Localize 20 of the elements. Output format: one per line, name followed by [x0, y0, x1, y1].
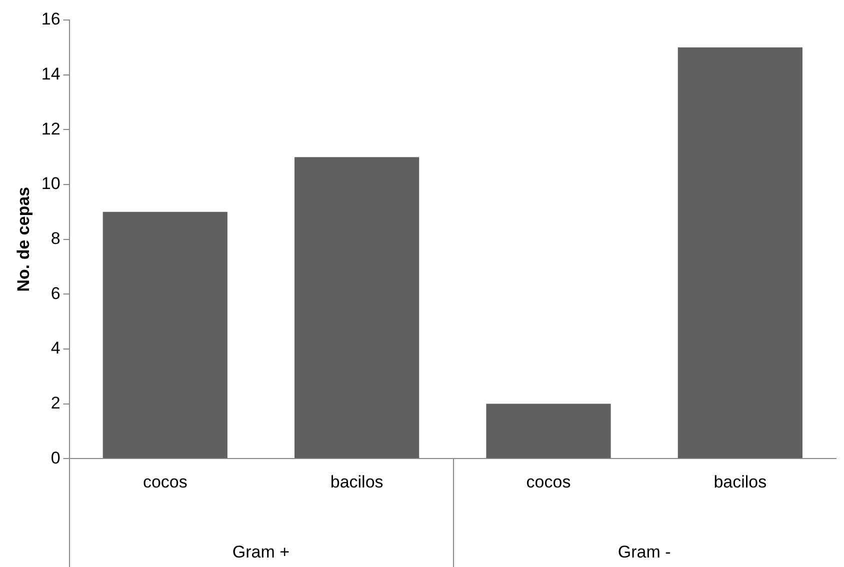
x-tick-label: cocos [526, 472, 571, 492]
bar [102, 212, 228, 458]
y-tick-label: 2 [50, 393, 60, 412]
y-tick-label: 4 [50, 338, 60, 358]
y-tick-label: 12 [41, 119, 60, 138]
y-axis-title: No. de cepas [14, 186, 33, 292]
text: Gram + [232, 542, 290, 562]
bar [294, 157, 420, 458]
bar [486, 404, 611, 458]
y-tick-label: 14 [41, 64, 60, 84]
x-tick-label: bacilos [714, 472, 767, 492]
y-tick-label: 16 [41, 10, 60, 29]
y-tick-label: 6 [50, 284, 60, 303]
y-tick-label: 8 [50, 228, 60, 248]
y-tick-label: 0 [50, 448, 60, 468]
bar [678, 47, 802, 458]
text: Gram - [618, 542, 671, 562]
x-tick-label: bacilos [330, 472, 384, 492]
y-tick-label: 10 [41, 174, 60, 194]
x-tick-label: cocos [142, 472, 188, 492]
